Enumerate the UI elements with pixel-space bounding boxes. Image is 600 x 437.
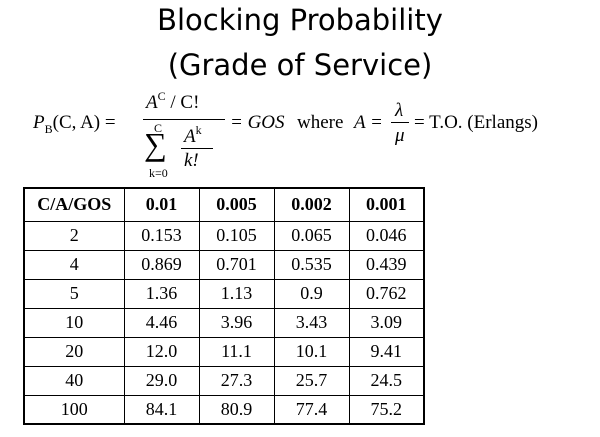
table-row: 5 1.36 1.13 0.9 0.762 [23, 278, 425, 309]
table-cell: 10.1 [273, 336, 350, 367]
table-cell: 24.5 [348, 365, 425, 396]
table-cell: 29.0 [123, 365, 200, 396]
formula-lhs: PB(C, A) = [33, 112, 116, 136]
formula-traffic-offered: = T.O. (Erlangs) [414, 112, 538, 133]
table-cell: 0.762 [348, 278, 425, 309]
formula-lambda-mu-bar [391, 122, 409, 123]
formula-where: where [297, 112, 344, 133]
table-cell: 11.1 [198, 336, 275, 367]
table-row: 2 0.153 0.105 0.065 0.046 [23, 220, 425, 251]
table-cell: 0.153 [123, 220, 200, 251]
header-cell: 0.001 [348, 187, 425, 222]
table-cell: 84.1 [123, 394, 200, 425]
table-row: 20 12.0 11.1 10.1 9.41 [23, 336, 425, 367]
formula-lambda: λ [395, 100, 404, 121]
table-cell: 1.36 [123, 278, 200, 309]
table-cell: 4.46 [123, 307, 200, 338]
formula-mu: μ [395, 125, 405, 146]
table-row: 4 0.869 0.701 0.535 0.439 [23, 249, 425, 280]
formula-numerator: AC / C! [146, 89, 200, 113]
slide-title-line-2: (Grade of Service) [167, 48, 433, 82]
formula-sum-lower: k=0 [149, 166, 168, 180]
table-cell: 3.96 [198, 307, 275, 338]
table-cell: 12.0 [123, 336, 200, 367]
table-cell: 100 [23, 394, 125, 425]
table-cell: 4 [23, 249, 125, 280]
slide-title-line-1: Blocking Probability [157, 3, 443, 37]
table-row: 40 29.0 27.3 25.7 24.5 [23, 365, 425, 396]
formula-a-equals: A = [354, 112, 383, 133]
table-cell: 3.43 [273, 307, 350, 338]
table-cell: 0.701 [198, 249, 275, 280]
table-cell: 10 [23, 307, 125, 338]
formula-den-power: Ak [184, 123, 202, 147]
table-cell: 0.105 [198, 220, 275, 251]
formula-inner-fraction-bar [181, 148, 213, 149]
formula-sum-upper: C [154, 121, 163, 135]
table-cell: 0.535 [273, 249, 350, 280]
table-cell: 0.439 [348, 249, 425, 280]
table-cell: 75.2 [348, 394, 425, 425]
header-cell: 0.01 [123, 187, 200, 222]
table-cell: 40 [23, 365, 125, 396]
header-cell: 0.005 [198, 187, 275, 222]
table-cell: 0.9 [273, 278, 350, 309]
table-cell: 0.046 [348, 220, 425, 251]
table-cell: 80.9 [198, 394, 275, 425]
formula-gos: = GOS [230, 112, 285, 133]
table-cell: 1.13 [198, 278, 275, 309]
table-cell: 77.4 [273, 394, 350, 425]
formula-sum-sign: ∑ [144, 126, 167, 162]
formula-fraction-bar [143, 119, 225, 120]
table-row: 10 4.46 3.96 3.43 3.09 [23, 307, 425, 338]
blocking-probability-formula: PB(C, A) = AC / C! C ∑ k=0 Ak k! = GOS w… [0, 89, 600, 182]
table-cell: 0.065 [273, 220, 350, 251]
table-cell: 5 [23, 278, 125, 309]
header-cell: C/A/GOS [23, 187, 125, 222]
header-cell: 0.002 [273, 187, 350, 222]
table-header-row: C/A/GOS 0.01 0.005 0.002 0.001 [23, 187, 425, 222]
formula-k-factorial: k! [184, 150, 199, 171]
erlang-b-table: C/A/GOS 0.01 0.005 0.002 0.001 2 0.153 0… [23, 187, 425, 425]
table-cell: 27.3 [198, 365, 275, 396]
table-cell: 0.869 [123, 249, 200, 280]
table-cell: 9.41 [348, 336, 425, 367]
table-cell: 25.7 [273, 365, 350, 396]
table-cell: 3.09 [348, 307, 425, 338]
table-row: 100 84.1 80.9 77.4 75.2 [23, 394, 425, 425]
table-cell: 2 [23, 220, 125, 251]
table-cell: 20 [23, 336, 125, 367]
